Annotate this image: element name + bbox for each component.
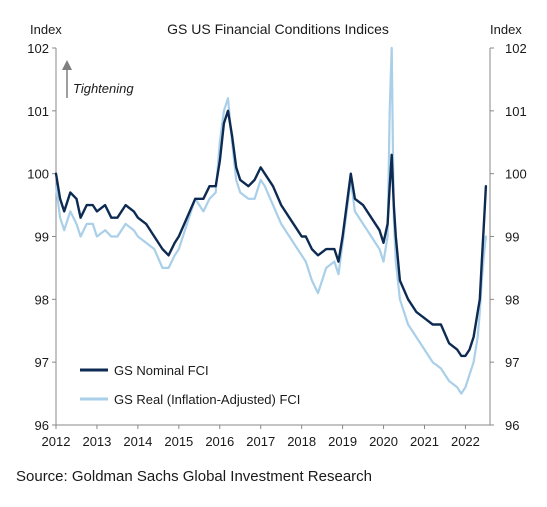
- x-tick-label-9: 2021: [410, 434, 439, 449]
- chart-title: GS US Financial Conditions Indices: [167, 21, 389, 37]
- legend-label-real: GS Real (Inflation-Adjusted) FCI: [114, 392, 300, 407]
- fci-chart: GS US Financial Conditions Indices Index…: [27, 21, 527, 449]
- series-line-1: [54, 46, 487, 395]
- series-line-0: [54, 109, 488, 358]
- right-axis-label: Index: [490, 22, 522, 37]
- right-y-ticks: 96 97 98 99 100 101 102: [490, 41, 527, 433]
- y-tick-left-label-3: 99: [35, 230, 49, 245]
- y-tick-left-label-2: 98: [35, 292, 49, 307]
- legend-label-nominal: GS Nominal FCI: [114, 363, 209, 378]
- y-tick-right-label-3: 99: [505, 230, 519, 245]
- x-tick-label-10: 2022: [451, 434, 480, 449]
- y-tick-right-label-6: 102: [505, 41, 527, 56]
- tightening-label: Tightening: [73, 81, 134, 96]
- tightening-arrow-icon: [62, 60, 72, 70]
- x-ticks: 2012 2013 2014 2015 2016 2017 2018 2019 2020 2021…: [42, 425, 480, 449]
- series-layer: [54, 46, 488, 395]
- y-tick-right-label-5: 101: [505, 104, 527, 119]
- tightening-annotation: Tightening: [62, 60, 134, 98]
- x-tick-label-8: 2020: [369, 434, 398, 449]
- y-tick-right-label-4: 100: [505, 167, 527, 182]
- x-tick-label-0: 2012: [42, 434, 71, 449]
- x-tick-label-1: 2013: [82, 434, 111, 449]
- left-y-ticks: 96 97 98 99 100 101 102: [27, 41, 56, 433]
- y-tick-right-label-0: 96: [505, 418, 519, 433]
- x-tick-label-3: 2015: [164, 434, 193, 449]
- legend: GS Nominal FCI GS Real (Inflation-Adjust…: [80, 363, 300, 407]
- source-note: Source: Goldman Sachs Global Investment …: [16, 468, 373, 485]
- y-tick-left-label-1: 97: [35, 355, 49, 370]
- x-tick-label-6: 2018: [287, 434, 316, 449]
- y-tick-right-label-2: 98: [505, 292, 519, 307]
- y-tick-left-label-4: 100: [27, 167, 49, 182]
- x-tick-label-5: 2017: [246, 434, 275, 449]
- x-tick-label-7: 2019: [328, 434, 357, 449]
- x-tick-label-4: 2016: [205, 434, 234, 449]
- x-tick-label-2: 2014: [123, 434, 152, 449]
- y-tick-left-label-0: 96: [35, 418, 49, 433]
- y-tick-left-label-5: 101: [27, 104, 49, 119]
- y-tick-right-label-1: 97: [505, 355, 519, 370]
- left-axis-label: Index: [30, 22, 62, 37]
- y-tick-left-label-6: 102: [27, 41, 49, 56]
